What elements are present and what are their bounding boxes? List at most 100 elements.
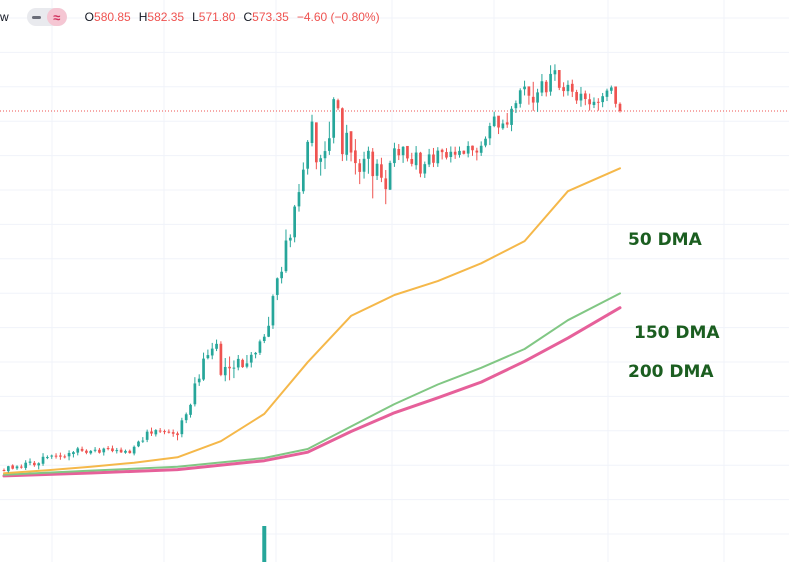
candle xyxy=(488,122,492,146)
candle xyxy=(111,445,114,453)
candle-body xyxy=(280,271,283,279)
candle-body xyxy=(245,363,249,367)
candle-body xyxy=(80,448,84,451)
candle xyxy=(471,145,474,156)
candle-body xyxy=(228,366,231,369)
candle xyxy=(20,464,23,469)
candle xyxy=(354,139,357,175)
candle xyxy=(562,82,565,97)
candle-body xyxy=(202,358,205,380)
candle xyxy=(163,429,166,435)
candle xyxy=(341,107,344,162)
candle-body xyxy=(93,449,97,451)
candle-body xyxy=(401,146,405,156)
candle xyxy=(167,429,171,434)
candle xyxy=(380,157,383,183)
legend-toggle[interactable]: ≈ xyxy=(26,8,67,26)
candle xyxy=(384,170,388,205)
candle-body xyxy=(371,151,375,177)
candle-body xyxy=(510,108,513,125)
candle-body xyxy=(614,86,618,104)
candle xyxy=(11,464,15,470)
candle xyxy=(332,97,336,144)
candle-body xyxy=(323,151,327,159)
candle-body xyxy=(492,116,496,127)
candle-body xyxy=(475,150,479,153)
candle xyxy=(85,449,88,455)
candle-body xyxy=(249,354,253,363)
candle-body xyxy=(232,367,236,369)
candle xyxy=(145,429,149,443)
candle-body xyxy=(523,86,526,90)
candle xyxy=(258,339,262,355)
candle-body xyxy=(115,450,119,452)
candle xyxy=(2,468,6,472)
high-value: 582.35 xyxy=(147,10,185,24)
candle xyxy=(37,462,41,470)
candle-body xyxy=(76,448,80,453)
candle xyxy=(544,80,548,97)
candle-body xyxy=(124,450,127,453)
candle xyxy=(24,460,28,470)
candle xyxy=(106,446,110,451)
candle xyxy=(210,342,214,360)
candle-body xyxy=(380,164,383,178)
candle xyxy=(72,450,75,458)
candle xyxy=(414,146,418,170)
candle xyxy=(375,159,379,181)
candle-body xyxy=(262,336,266,342)
candle xyxy=(223,358,227,382)
candle xyxy=(228,356,231,381)
candle-body xyxy=(20,466,23,468)
candle xyxy=(605,88,609,102)
candle-body xyxy=(223,366,227,376)
candle xyxy=(150,427,153,436)
candle-body xyxy=(462,150,466,154)
candle xyxy=(466,141,470,158)
candle-body xyxy=(362,158,366,172)
candle xyxy=(293,204,296,243)
candle-body xyxy=(445,152,448,158)
candle xyxy=(132,445,136,456)
symbol-fragment[interactable]: w xyxy=(0,10,9,24)
candle xyxy=(518,88,522,108)
candle xyxy=(609,85,613,95)
candle xyxy=(306,140,310,175)
candle xyxy=(76,446,80,456)
candle xyxy=(180,417,184,438)
indicator-wave-icon[interactable]: ≈ xyxy=(46,8,67,26)
candle xyxy=(596,98,600,111)
candle-body xyxy=(258,341,262,353)
ma200-line xyxy=(2,306,622,478)
candle-body xyxy=(536,92,539,103)
candle-body xyxy=(184,414,188,421)
candle xyxy=(618,102,622,113)
candle-body xyxy=(618,103,622,111)
ma50-label: 50 DMA xyxy=(628,230,702,250)
candle-body xyxy=(33,462,36,466)
candle-body xyxy=(349,131,353,153)
candle-body xyxy=(588,99,591,105)
collapse-icon[interactable] xyxy=(27,8,47,26)
candle-body xyxy=(24,462,28,468)
candle-body xyxy=(132,446,136,454)
candle-body xyxy=(98,449,101,453)
candle-body xyxy=(596,101,600,103)
candle-body xyxy=(54,455,58,457)
candle xyxy=(549,65,552,96)
candle-body xyxy=(171,432,175,434)
candle-body xyxy=(410,158,414,164)
candle-body xyxy=(154,430,158,435)
candle-body xyxy=(549,73,552,92)
candle-body xyxy=(288,237,292,241)
candle-body xyxy=(375,163,379,176)
candle-body xyxy=(176,433,179,436)
candle-body xyxy=(215,343,218,349)
open-label: O xyxy=(84,10,95,24)
candle-body xyxy=(514,103,518,109)
candle-body xyxy=(440,149,444,153)
candle xyxy=(484,136,487,148)
candle xyxy=(588,93,591,111)
